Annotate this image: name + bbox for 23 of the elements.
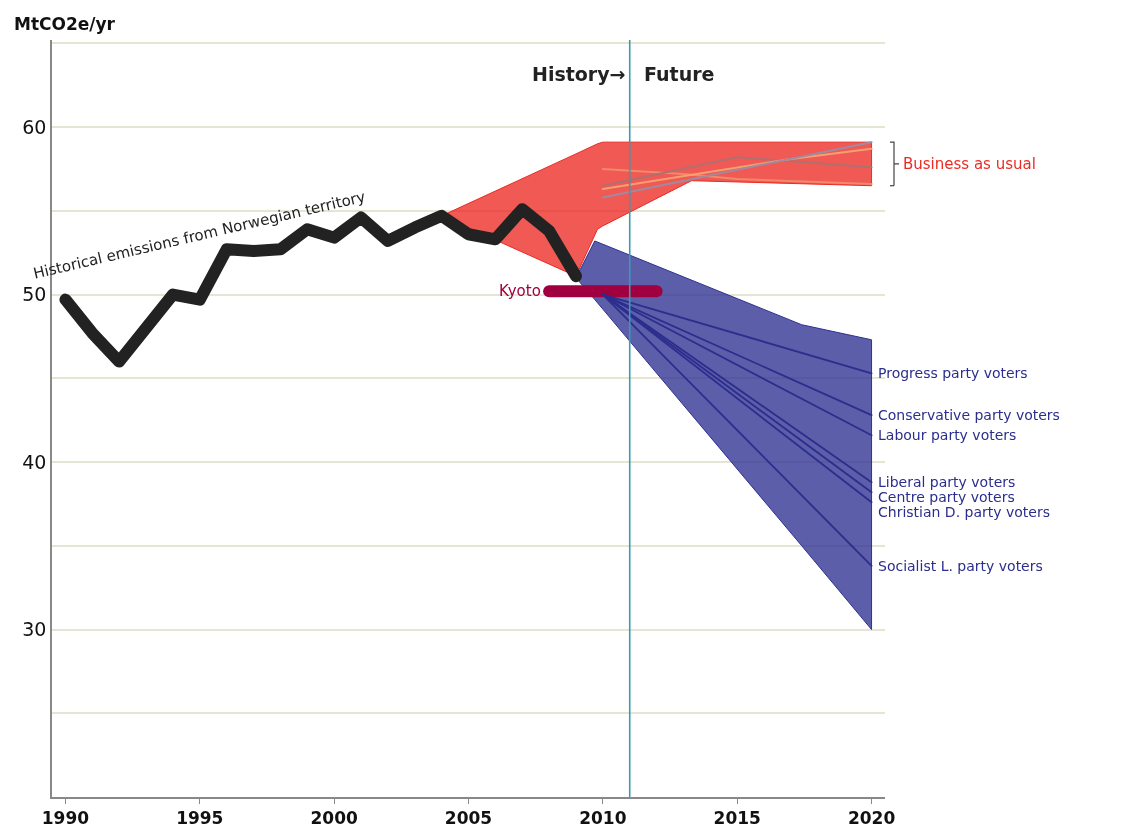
x-tick-label: 2015 (713, 808, 761, 829)
legend-label: Business as usual (903, 155, 1036, 173)
x-tick-label: 2020 (847, 808, 896, 829)
annotation: Future (644, 63, 715, 85)
y-tick-label: 30 (22, 618, 47, 641)
series-label: Christian D. party voters (878, 504, 1050, 520)
series-label: Progress party voters (878, 365, 1028, 381)
y-tick-label: 50 (22, 283, 47, 306)
series-label: Liberal party voters (878, 474, 1016, 490)
x-tick-label: 2010 (579, 808, 627, 829)
x-tick-label: 2000 (310, 808, 358, 829)
y-tick-label: 60 (22, 115, 47, 138)
series-label: Socialist L. party voters (878, 558, 1043, 574)
y-axis-title: MtCO2e/yr (14, 14, 116, 34)
x-tick-label: 1990 (41, 808, 90, 829)
x-tick-label: 2005 (444, 808, 493, 829)
series-label: Centre party voters (878, 489, 1015, 505)
annotation: History→ (532, 63, 626, 85)
series-label: Conservative party voters (878, 407, 1060, 423)
y-tick-label: 40 (22, 450, 47, 473)
series-label: Kyoto (499, 282, 541, 300)
series-label: Labour party voters (878, 427, 1017, 443)
x-tick-label: 1995 (176, 808, 224, 829)
